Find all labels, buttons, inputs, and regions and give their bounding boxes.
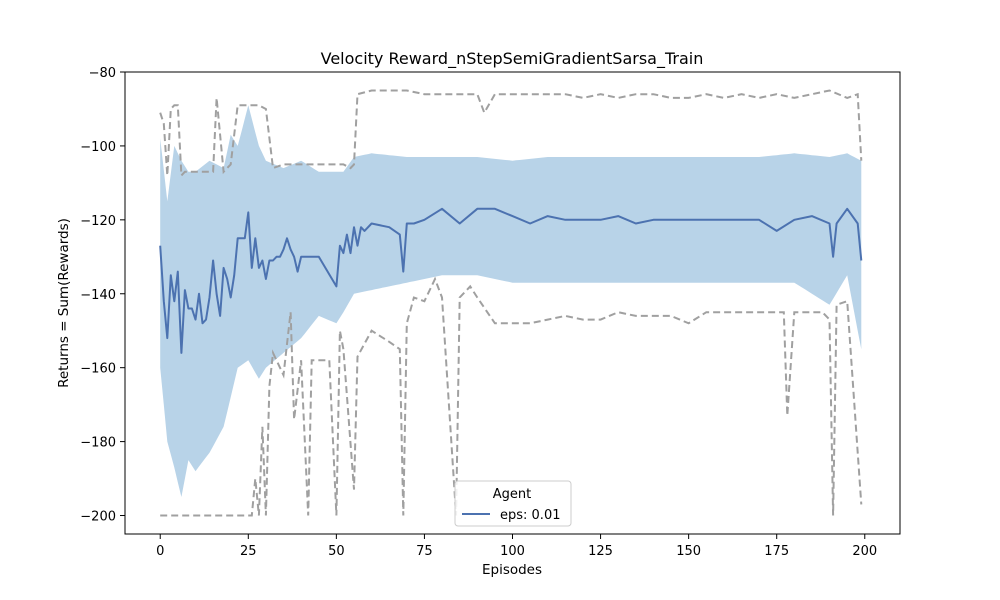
x-tick-label: 0: [156, 544, 164, 559]
y-tick-label: −200: [80, 510, 116, 525]
mean-line-eps: [159, 207, 863, 354]
std-band: [160, 105, 862, 498]
y-tick-label: −80: [89, 66, 116, 81]
y-tick-label: −160: [80, 362, 116, 377]
x-tick-label: 200: [852, 544, 877, 559]
y-tick-label: −140: [80, 288, 116, 303]
x-axis: 0 25 50 75 100 125 150 175 200: [156, 534, 877, 559]
y-tick-label: −180: [80, 436, 116, 451]
x-tick-label: 175: [764, 544, 789, 559]
chart-title: Velocity Reward_nStepSemiGradientSarsa_T…: [321, 49, 704, 69]
legend-title: Agent: [493, 487, 531, 502]
x-tick-label: 50: [328, 544, 345, 559]
y-tick-label: −100: [80, 140, 116, 155]
x-axis-label: Episodes: [482, 562, 542, 578]
max-line: [159, 89, 863, 178]
legend-label-eps: eps: 0.01: [500, 508, 560, 523]
x-tick-label: 125: [588, 544, 613, 559]
x-tick-label: 75: [416, 544, 433, 559]
x-tick-label: 150: [676, 544, 701, 559]
y-axis-label: Returns = Sum(Rewards): [56, 218, 72, 388]
y-axis: −200 −180 −160 −140 −120 −100 −80: [80, 66, 125, 525]
plot-area: [159, 89, 863, 517]
x-tick-label: 100: [500, 544, 525, 559]
x-tick-label: 25: [240, 544, 257, 559]
y-tick-label: −120: [80, 214, 116, 229]
min-line: [160, 276, 863, 517]
legend: Agent eps: 0.01: [454, 480, 572, 527]
